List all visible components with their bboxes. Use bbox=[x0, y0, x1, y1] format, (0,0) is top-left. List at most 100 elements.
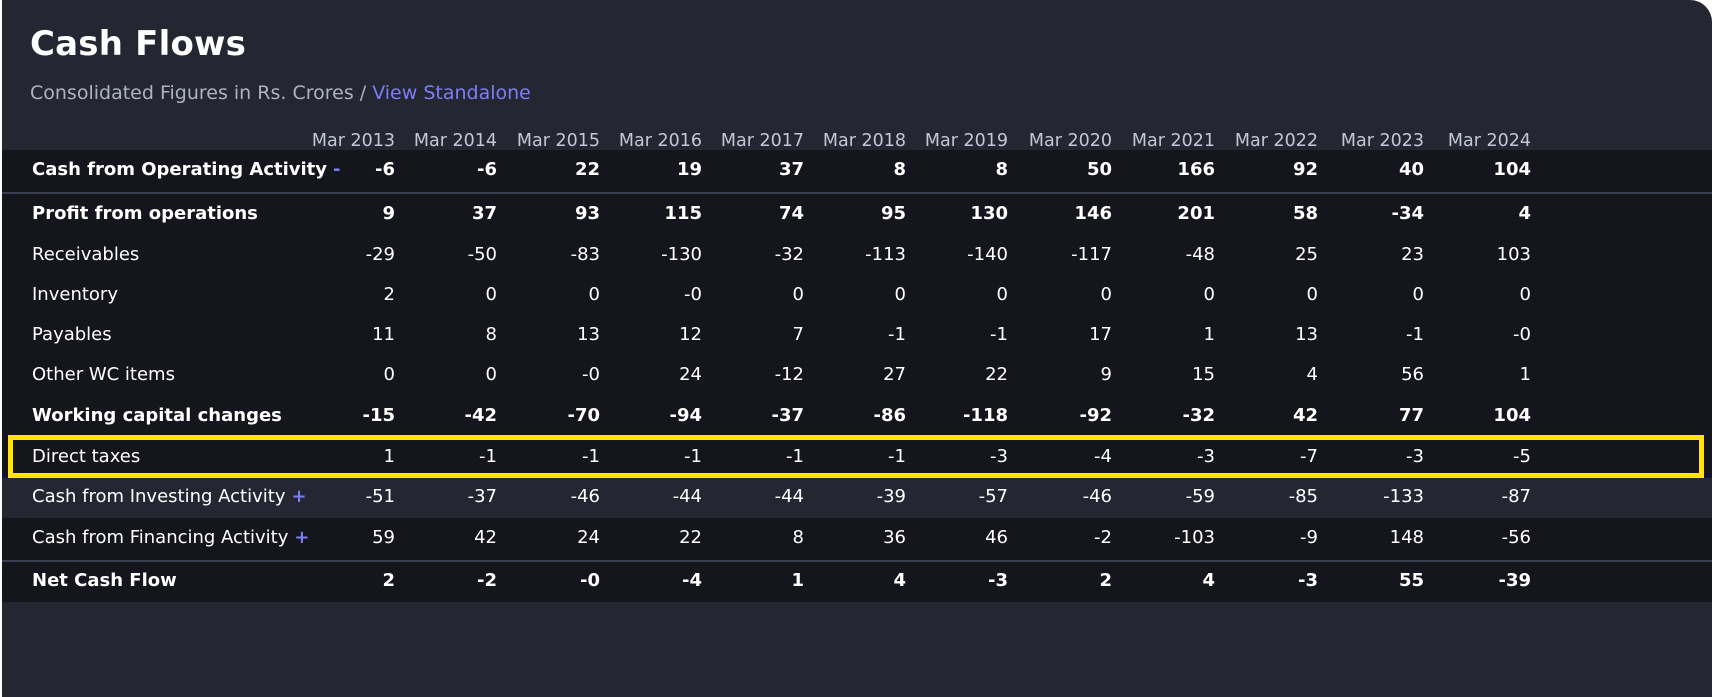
row-label: Profit from operations bbox=[32, 203, 258, 224]
table-cell: -0 bbox=[684, 284, 702, 305]
table-cell: 115 bbox=[664, 203, 702, 224]
column-header: Mar 2023 bbox=[1340, 131, 1424, 151]
table-cell: -42 bbox=[464, 405, 497, 426]
table-cell: 2 bbox=[383, 284, 395, 305]
table-cell: 0 bbox=[1203, 284, 1215, 305]
table-cell: -86 bbox=[873, 405, 906, 426]
table-cell: -7 bbox=[1300, 446, 1318, 467]
table-row[interactable]: Cash from Investing Activity + -51 -37 -46 -4… bbox=[2, 478, 1712, 518]
table-cell: -130 bbox=[661, 244, 702, 265]
table-row[interactable]: Cash from Financing Activity +59 42 24 22 8 36… bbox=[2, 518, 1712, 560]
table-cell: 0 bbox=[485, 284, 497, 305]
table-cell: 13 bbox=[577, 324, 600, 345]
table-cell: 93 bbox=[574, 203, 600, 224]
subtitle: Consolidated Figures in Rs. Crores / Vie… bbox=[30, 82, 531, 104]
column-header: Mar 2018 bbox=[822, 131, 906, 151]
table-cell: -39 bbox=[876, 486, 906, 507]
table-cell: 0 bbox=[1519, 284, 1531, 305]
table-cell: -4 bbox=[682, 570, 702, 591]
column-header: Mar 2013 bbox=[311, 131, 395, 151]
table-cell: 25 bbox=[1295, 244, 1318, 265]
table-cell: 59 bbox=[372, 527, 395, 548]
table-cell: 166 bbox=[1177, 159, 1215, 180]
table-cell: -0 bbox=[580, 570, 600, 591]
row-label-text: Net Cash Flow bbox=[32, 570, 177, 591]
row-label: Working capital changes bbox=[32, 405, 282, 426]
table-row: Receivables -29 -50 -83 -130 -32 -113 -140 -117 -… bbox=[2, 236, 1712, 276]
table-cell: -133 bbox=[1383, 486, 1424, 507]
row-label-text: Payables bbox=[32, 324, 112, 345]
table-cell: -1 bbox=[479, 446, 497, 467]
table-cell: -37 bbox=[467, 486, 497, 507]
table-cell: -44 bbox=[672, 486, 702, 507]
table-cell: 1 bbox=[791, 570, 804, 591]
row-label: Inventory bbox=[32, 284, 118, 305]
table-cell: 58 bbox=[1292, 203, 1318, 224]
view-standalone-link[interactable]: View Standalone bbox=[372, 82, 531, 104]
expand-toggle[interactable]: + bbox=[291, 486, 307, 507]
table-cell: -50 bbox=[467, 244, 497, 265]
table-cell: -48 bbox=[1185, 244, 1215, 265]
table-cell: 1 bbox=[1519, 364, 1531, 385]
table-cell: -85 bbox=[1288, 486, 1318, 507]
row-label: Cash from Financing Activity + bbox=[32, 527, 309, 548]
table-cell: 27 bbox=[883, 364, 906, 385]
table-row: Profit from operations 9 37 93 115 74 95 130 146… bbox=[2, 194, 1712, 236]
table-cell: 1 bbox=[383, 446, 395, 467]
table-row: Direct taxes 1 -1 -1 -1 -1 -1 -3 -4 -3 -7 -3 -5 bbox=[2, 438, 1712, 478]
table-cell: -1 bbox=[1406, 324, 1424, 345]
table-header-row: Mar 2013 Mar 2014 Mar 2015 Mar 2016 Mar 2017… bbox=[2, 118, 1712, 166]
table-cell: -118 bbox=[962, 405, 1008, 426]
collapse-toggle[interactable]: - bbox=[333, 159, 341, 180]
table-cell: 8 bbox=[792, 527, 804, 548]
table-cell: -87 bbox=[1501, 486, 1531, 507]
table-cell: -3 bbox=[1298, 570, 1318, 591]
table-cell: 0 bbox=[894, 284, 906, 305]
table-cell: -113 bbox=[865, 244, 906, 265]
row-label: Cash from Investing Activity + bbox=[32, 486, 307, 507]
table-row[interactable]: Cash from Operating Activity - -6 -6 22 19 37 8… bbox=[2, 150, 1712, 192]
table-cell: 12 bbox=[679, 324, 702, 345]
table-cell: 11 bbox=[372, 324, 395, 345]
table-cell: -44 bbox=[774, 486, 804, 507]
row-label: Net Cash Flow bbox=[32, 570, 177, 591]
row-divider bbox=[2, 560, 1712, 562]
table-cell: -32 bbox=[1182, 405, 1215, 426]
row-label: Receivables bbox=[32, 244, 139, 265]
table-cell: -12 bbox=[774, 364, 804, 385]
table-cell: -1 bbox=[888, 324, 906, 345]
table-cell: 22 bbox=[574, 159, 600, 180]
table-cell: 22 bbox=[679, 527, 702, 548]
table-cell: 0 bbox=[383, 364, 395, 385]
column-header: Mar 2015 bbox=[516, 131, 600, 151]
table-cell: -3 bbox=[1197, 446, 1215, 467]
table-cell: 23 bbox=[1401, 244, 1424, 265]
table-cell: 148 bbox=[1389, 527, 1424, 548]
table-cell: 8 bbox=[485, 324, 497, 345]
table-cell: 95 bbox=[880, 203, 906, 224]
table-cell: 2 bbox=[1099, 570, 1112, 591]
column-header: Mar 2016 bbox=[618, 131, 702, 151]
column-header: Mar 2019 bbox=[924, 131, 1008, 151]
table-cell: 37 bbox=[471, 203, 497, 224]
column-header: Mar 2021 bbox=[1131, 131, 1215, 151]
row-label-text: Cash from Operating Activity bbox=[32, 159, 328, 180]
row-label-text: Direct taxes bbox=[32, 446, 141, 467]
row-label: Cash from Operating Activity - bbox=[32, 159, 341, 180]
table-cell: 0 bbox=[1412, 284, 1424, 305]
row-label-text: Inventory bbox=[32, 284, 118, 305]
column-header: Mar 2024 bbox=[1447, 131, 1531, 151]
table-cell: -92 bbox=[1079, 405, 1112, 426]
table-cell: 201 bbox=[1177, 203, 1215, 224]
table-cell: 13 bbox=[1295, 324, 1318, 345]
table-cell: 74 bbox=[778, 203, 804, 224]
table-cell: 17 bbox=[1089, 324, 1112, 345]
table-cell: 103 bbox=[1496, 244, 1531, 265]
table-cell: 22 bbox=[985, 364, 1008, 385]
expand-toggle[interactable]: + bbox=[294, 527, 310, 548]
table-cell: -39 bbox=[1498, 570, 1531, 591]
table-cell: 0 bbox=[1306, 284, 1318, 305]
table-cell: 40 bbox=[1398, 159, 1424, 180]
table-row: Payables 11 8 13 12 7 -1 -1 17 1 13 -1 -0 bbox=[2, 316, 1712, 356]
table-cell: -3 bbox=[990, 446, 1008, 467]
